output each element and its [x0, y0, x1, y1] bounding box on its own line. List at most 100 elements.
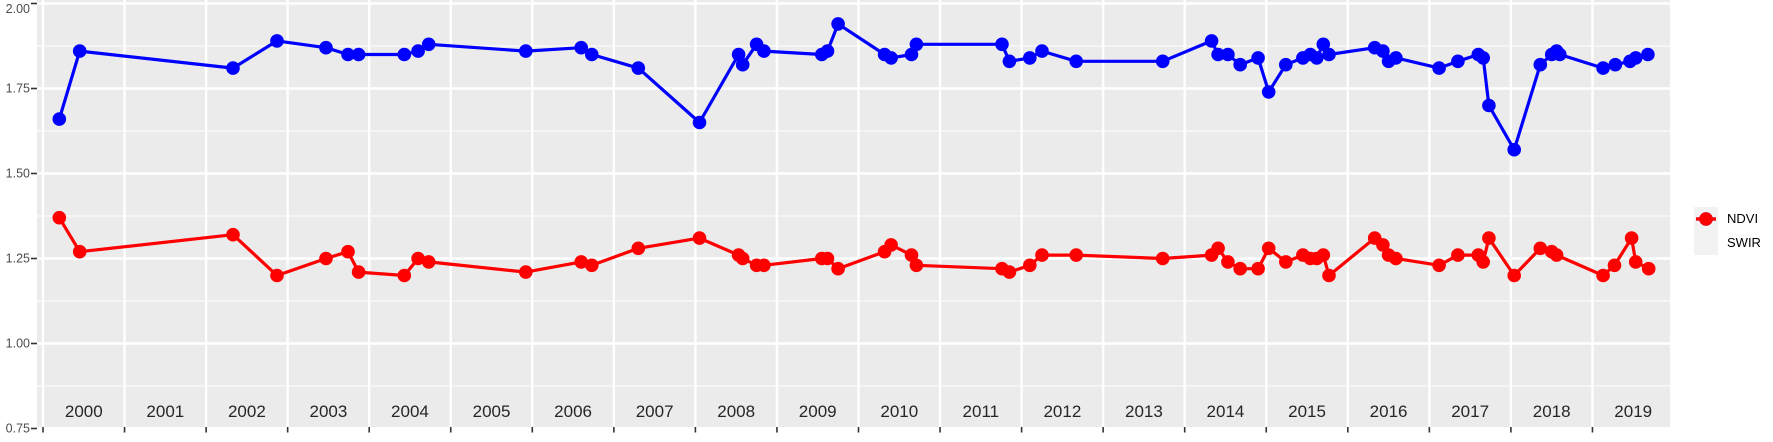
swir-point — [1035, 248, 1049, 262]
x-tick-label: 2019 — [1614, 402, 1652, 421]
ndvi-point — [319, 40, 333, 55]
swir-point — [831, 261, 845, 276]
swir-point — [421, 255, 436, 269]
ndvi-point — [1069, 54, 1083, 69]
swir-point — [1607, 258, 1622, 273]
ndvi-point — [52, 112, 67, 126]
swir-point — [884, 238, 898, 252]
ndvi-point — [519, 44, 533, 58]
x-tick-label: 2012 — [1043, 402, 1081, 421]
ndvi-point — [72, 44, 87, 58]
ndvi-point — [1389, 51, 1403, 65]
ndvi-point — [831, 17, 845, 31]
ndvi-point — [735, 57, 750, 72]
x-tick-label: 2017 — [1451, 402, 1489, 421]
x-tick-label: 2005 — [473, 402, 511, 421]
swir-point — [319, 251, 333, 266]
swir-point — [1482, 231, 1496, 245]
swir-point — [397, 268, 412, 283]
ndvi-point — [1432, 61, 1446, 75]
swir-point — [692, 231, 707, 245]
ndvi-point — [1233, 57, 1247, 72]
ndvi-point — [1251, 51, 1265, 65]
legend-label-swir: SWIR — [1727, 235, 1761, 250]
ndvi-point — [226, 61, 240, 75]
x-tick-label: 2002 — [228, 402, 266, 421]
x-tick-label: 2014 — [1207, 402, 1245, 421]
swir-point — [1211, 241, 1225, 256]
swir-point — [1432, 258, 1446, 273]
ndvi-point — [1204, 34, 1219, 48]
swir-point — [52, 210, 67, 225]
ndvi-point — [1322, 47, 1336, 62]
ndvi-point — [1628, 51, 1643, 65]
swir-point — [631, 241, 646, 256]
swir-point — [904, 248, 919, 262]
ndvi-point — [731, 47, 746, 62]
ndvi-point — [1641, 47, 1655, 62]
swir-point — [1507, 268, 1521, 283]
ndvi-point — [1482, 98, 1496, 113]
ndvi-point — [1596, 61, 1610, 75]
swir-point — [1376, 238, 1390, 252]
swir-point — [1533, 241, 1548, 256]
ndvi-point — [1533, 57, 1548, 72]
ndvi-point — [904, 47, 919, 62]
swir-point — [1069, 248, 1083, 262]
swir-point — [1549, 248, 1564, 262]
swir-point — [909, 258, 924, 273]
legend-label-ndvi: NDVI — [1727, 211, 1759, 226]
swir-point — [1155, 251, 1170, 266]
ndvi-point — [1316, 37, 1331, 52]
swir-point — [1261, 241, 1276, 256]
legend: NDVI SWIR — [1694, 207, 1761, 255]
swir-point — [1624, 231, 1639, 245]
x-tick-label: 2007 — [636, 402, 674, 421]
ndvi-point — [1376, 44, 1390, 58]
ndvi-point — [631, 61, 646, 75]
ndvi-point — [1310, 51, 1324, 65]
ndvi-point — [1035, 44, 1049, 58]
swir-point — [226, 227, 240, 242]
swir-legend-key-icon — [1694, 212, 1718, 255]
ndvi-point — [1476, 51, 1490, 65]
ndvi-point — [411, 44, 425, 58]
ndvi-point — [1023, 51, 1037, 65]
swir-point — [341, 244, 355, 259]
plot-panel — [37, 0, 1670, 427]
swir-point — [72, 244, 87, 259]
x-tick-label: 2008 — [717, 402, 755, 421]
ndvi-point — [1155, 54, 1170, 69]
x-tick-label: 2004 — [391, 402, 429, 421]
ndvi-point — [884, 51, 898, 65]
x-tick-label: 2006 — [554, 402, 592, 421]
y-tick-label: 2.00 — [6, 2, 30, 16]
swir-point — [411, 251, 425, 266]
x-tick-label: 2016 — [1370, 402, 1408, 421]
x-tick-label: 2003 — [310, 402, 348, 421]
y-tick-label: 0.75 — [6, 422, 30, 436]
x-tick-label: 2015 — [1288, 402, 1326, 421]
legend-item-swir: SWIR — [1694, 212, 1761, 255]
y-tick-label: 1.25 — [6, 252, 30, 266]
ndvi-point — [270, 34, 284, 48]
ndvi-point — [1211, 47, 1225, 62]
swir-point — [1451, 248, 1465, 262]
swir-point — [574, 255, 588, 269]
swir-point — [1023, 258, 1037, 273]
swir-legend-glyph — [1696, 212, 1716, 226]
ndvi-point — [574, 40, 588, 55]
swir-point — [270, 268, 284, 283]
ndvi-point — [1451, 54, 1465, 69]
x-tick-label: 2013 — [1125, 402, 1163, 421]
y-tick-label: 1.75 — [6, 82, 30, 96]
y-tick-label: 1.00 — [6, 337, 30, 351]
ndvi-point — [909, 37, 924, 52]
ndvi-point — [692, 115, 707, 130]
ndvi-point — [820, 44, 835, 58]
swir-point — [1641, 261, 1656, 276]
x-tick-label: 2011 — [963, 402, 1000, 421]
ndvi-point — [351, 47, 366, 62]
ndvi-point — [1608, 57, 1623, 72]
